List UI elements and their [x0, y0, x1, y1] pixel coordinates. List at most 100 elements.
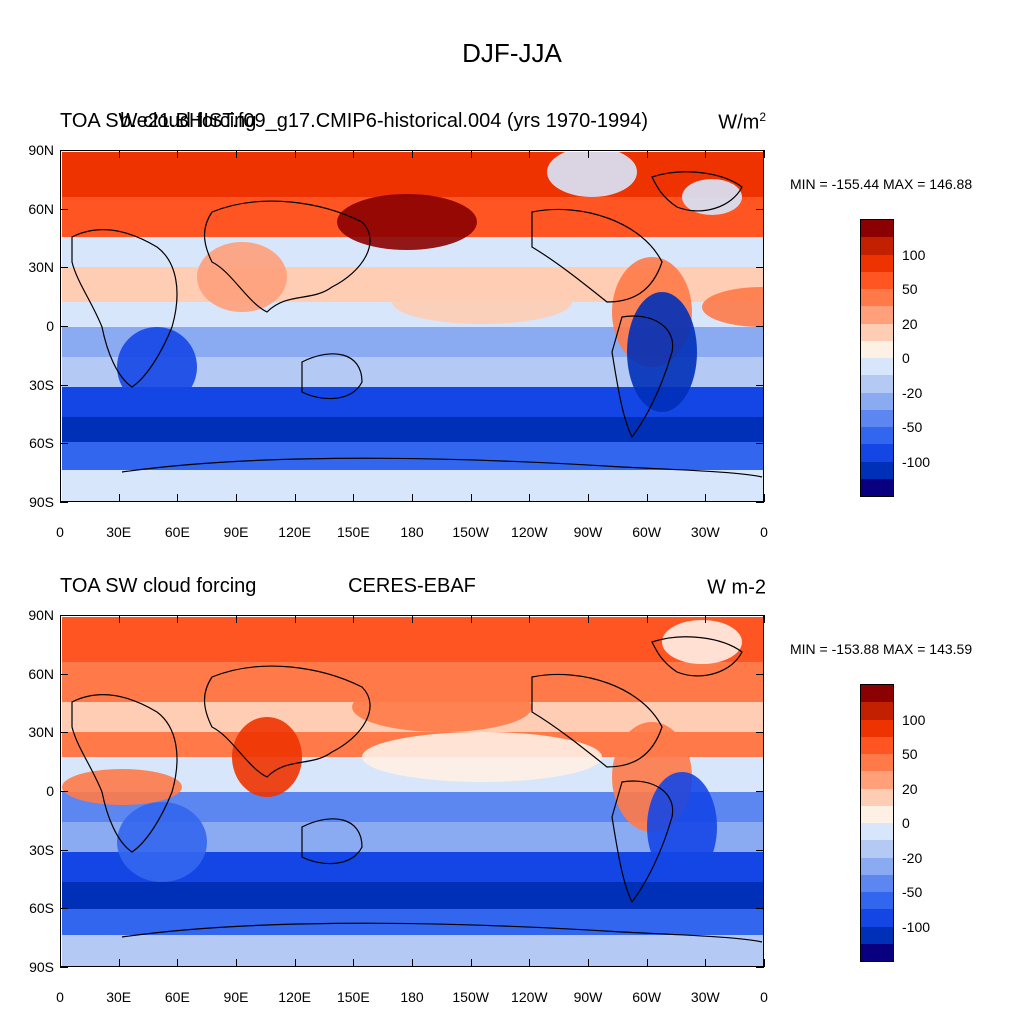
- map-field: [62, 152, 764, 502]
- lat-tick-label: 60S: [29, 900, 54, 917]
- colorbar-swatch: [861, 340, 893, 358]
- field-anomaly: [627, 292, 697, 412]
- colorbar-swatch: [861, 358, 893, 376]
- lat-tick: [60, 150, 68, 151]
- colorbar-swatch: [861, 306, 893, 324]
- lon-tick-label: 180: [400, 989, 424, 1005]
- colorbar-swatch: [861, 323, 893, 341]
- lat-tick: [60, 267, 68, 269]
- lat-tick: [60, 502, 68, 503]
- lon-tick: [118, 615, 120, 623]
- lon-tick: [588, 494, 589, 502]
- lat-tick-label: 30N: [28, 724, 54, 741]
- lon-tick-label: 120W: [511, 524, 548, 540]
- lon-tick: [705, 615, 707, 623]
- lon-tick: [177, 615, 179, 623]
- colorbar-label: 20: [902, 315, 918, 332]
- colorbar-swatch: [861, 754, 893, 772]
- colorbar-swatch: [861, 874, 893, 892]
- panel-left-title: TOA SW cloud forcing: [60, 575, 257, 597]
- lon-tick: [60, 150, 61, 158]
- colorbar-label: -20: [902, 384, 923, 401]
- lon-tick: [470, 615, 472, 623]
- lon-tick-label: 150E: [336, 989, 370, 1005]
- field-band: [62, 152, 764, 197]
- lat-tick: [756, 732, 764, 734]
- field-band: [62, 470, 764, 502]
- lon-tick: [529, 150, 531, 158]
- colorbar-swatch: [861, 444, 893, 462]
- colorbar-swatch: [861, 478, 893, 496]
- coastline: [71, 694, 178, 853]
- lon-tick: [353, 615, 355, 623]
- colorbar-label: 20: [902, 780, 918, 797]
- coastline: [301, 818, 363, 865]
- lon-tick: [412, 494, 413, 502]
- lon-tick: [646, 959, 648, 967]
- lon-tick: [646, 150, 648, 158]
- colorbar-swatch: [861, 805, 893, 823]
- lon-tick-label: 90E: [223, 989, 249, 1005]
- panel-case-title: b.e21.BHIST.f09_g17.CMIP6-historical.004…: [120, 110, 649, 132]
- lon-tick: [588, 615, 589, 623]
- colorbar-swatch: [861, 909, 893, 927]
- min-max-readout: MIN = -155.44 MAX = 146.88: [790, 176, 973, 192]
- colorbar-swatch: [861, 685, 893, 703]
- coastline: [121, 457, 763, 478]
- colorbar-swatch: [861, 892, 893, 910]
- lon-tick: [60, 494, 61, 502]
- lat-tick: [60, 673, 68, 675]
- lon-tick: [118, 494, 120, 502]
- lon-tick-label: 0: [56, 989, 64, 1005]
- coastline: [203, 200, 371, 313]
- colorbar-label: 100: [902, 711, 926, 728]
- panel-units: W m-2: [707, 576, 766, 599]
- lon-tick-label: 120E: [278, 989, 312, 1005]
- coastline: [301, 353, 363, 400]
- lon-tick: [588, 150, 589, 158]
- colorbar-swatch: [861, 237, 893, 255]
- field-band: [62, 442, 764, 470]
- lon-tick: [236, 494, 237, 502]
- coastline: [203, 665, 371, 778]
- colorbar-swatch: [861, 254, 893, 272]
- lat-tick: [60, 967, 68, 968]
- field-anomaly: [392, 280, 572, 324]
- coastline: [531, 673, 663, 768]
- lat-tick: [756, 673, 764, 675]
- lon-tick-label: 150W: [452, 989, 489, 1005]
- lat-tick-label: 30S: [29, 376, 54, 393]
- colorbar-label: -50: [902, 419, 923, 436]
- lon-tick-label: 30E: [106, 524, 132, 540]
- lon-tick-label: 90W: [573, 524, 603, 540]
- lat-tick: [60, 326, 68, 327]
- colorbar-swatch: [861, 461, 893, 479]
- figure-title: DJF-JJA: [462, 38, 562, 68]
- lon-tick: [118, 150, 120, 158]
- colorbar-swatch: [861, 220, 893, 238]
- lat-tick-label: 90S: [29, 959, 54, 975]
- colorbar: [860, 684, 894, 962]
- lon-tick: [236, 150, 237, 158]
- lat-tick: [60, 443, 68, 445]
- lat-tick: [756, 502, 764, 503]
- field-band: [62, 617, 764, 662]
- lon-tick-label: 150W: [452, 524, 489, 540]
- lon-tick-label: 60W: [632, 989, 662, 1005]
- colorbar-label: 0: [902, 350, 910, 367]
- lon-tick-label: 60E: [164, 989, 190, 1005]
- colorbar-swatch: [861, 943, 893, 961]
- field-band: [62, 935, 764, 967]
- colorbar-swatch: [861, 926, 893, 944]
- colorbar-label: -20: [902, 849, 923, 866]
- field-anomaly: [352, 682, 532, 732]
- lon-tick: [353, 150, 355, 158]
- lon-tick: [60, 959, 61, 967]
- lat-tick-label: 60N: [28, 665, 54, 682]
- lon-tick: [236, 959, 237, 967]
- lon-tick: [118, 959, 120, 967]
- lon-tick: [294, 150, 296, 158]
- field-anomaly: [362, 732, 602, 782]
- lat-tick-label: 90N: [28, 142, 54, 158]
- lat-tick-label: 90N: [28, 607, 54, 623]
